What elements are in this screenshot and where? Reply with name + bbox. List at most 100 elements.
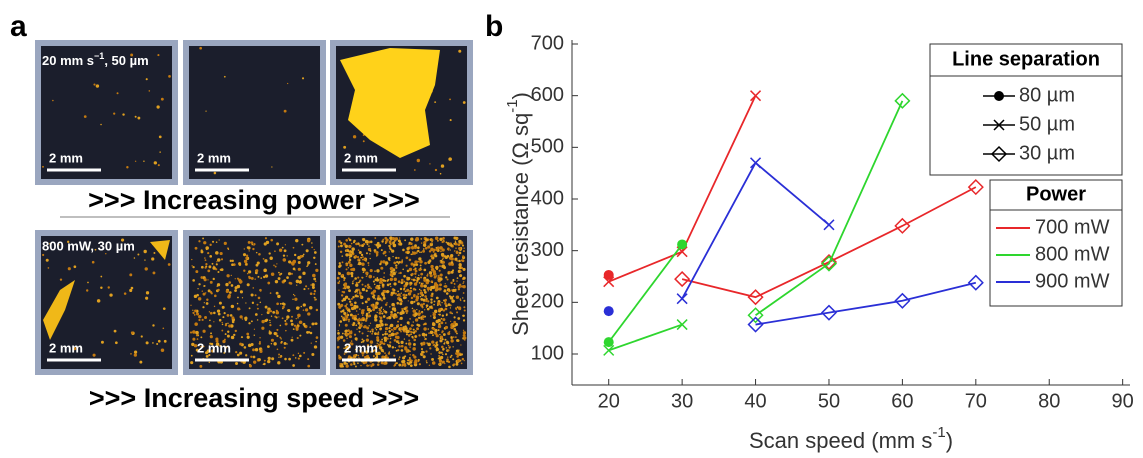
speck — [431, 240, 433, 243]
speck — [353, 333, 357, 336]
speck — [337, 302, 341, 306]
speck — [411, 278, 413, 281]
speck — [420, 342, 423, 345]
speck — [361, 354, 364, 357]
speck — [413, 282, 418, 286]
speck — [379, 343, 382, 346]
speck — [254, 294, 257, 297]
speck — [338, 280, 341, 282]
speck — [87, 247, 90, 250]
speck — [458, 259, 461, 263]
speck — [269, 319, 271, 322]
speck — [462, 331, 467, 335]
speck — [287, 272, 292, 276]
speck — [392, 255, 394, 258]
speck — [292, 267, 296, 271]
speck — [364, 355, 367, 359]
speck — [284, 319, 287, 322]
speck — [355, 289, 359, 293]
speck — [292, 298, 294, 301]
speck — [374, 270, 376, 272]
speck — [422, 341, 426, 345]
speck — [406, 269, 410, 273]
speck — [444, 302, 447, 305]
speck — [157, 164, 160, 167]
speck — [262, 257, 265, 260]
speck — [409, 364, 413, 368]
speck — [267, 356, 271, 360]
speck — [410, 296, 414, 300]
speck — [371, 332, 374, 335]
speck — [430, 242, 432, 245]
speck — [209, 243, 212, 247]
speck — [390, 328, 393, 331]
speck — [383, 250, 387, 254]
speck — [272, 311, 276, 314]
speck — [291, 336, 293, 338]
speck — [342, 339, 346, 342]
speck — [198, 283, 201, 286]
speck — [361, 332, 364, 335]
speck — [439, 246, 443, 250]
speck — [432, 311, 434, 314]
speck — [245, 316, 247, 318]
speck — [400, 292, 402, 294]
speck — [346, 303, 348, 305]
speck — [391, 302, 395, 307]
speck — [361, 244, 364, 248]
speck — [114, 341, 118, 345]
speck — [205, 302, 209, 305]
speck — [203, 241, 207, 245]
speck — [295, 279, 300, 284]
speck — [297, 260, 301, 264]
speck — [279, 356, 282, 359]
speck — [337, 331, 340, 335]
speck — [412, 309, 416, 313]
speck — [430, 264, 434, 269]
speck — [133, 350, 138, 354]
speck — [421, 332, 426, 337]
marker-diamond — [747, 307, 764, 324]
speck — [109, 293, 113, 297]
speck — [457, 288, 461, 291]
speck — [395, 264, 398, 267]
speck — [359, 323, 363, 328]
x-tick-label: 70 — [965, 390, 987, 412]
legend-label: 80 µm — [1019, 84, 1075, 106]
speck — [454, 288, 457, 292]
speck — [301, 77, 305, 80]
speck — [379, 327, 382, 330]
speck — [448, 330, 451, 333]
y-tick-label: 500 — [531, 136, 564, 158]
speck — [440, 164, 445, 168]
speck — [313, 290, 317, 293]
speck — [439, 277, 443, 281]
speck — [193, 314, 196, 316]
speck — [393, 313, 397, 317]
speck — [129, 288, 133, 293]
speck — [406, 312, 408, 314]
speck — [258, 340, 261, 343]
speck — [414, 279, 417, 282]
speck — [462, 329, 465, 331]
speck — [416, 308, 418, 311]
speck — [388, 244, 391, 248]
speck — [376, 297, 381, 301]
speck — [195, 334, 198, 337]
speck — [380, 299, 384, 302]
speck — [436, 304, 439, 307]
speck — [73, 265, 77, 269]
speck — [256, 319, 259, 321]
speck — [267, 309, 271, 313]
speck — [345, 268, 348, 271]
speck — [360, 341, 363, 344]
speck — [463, 299, 466, 302]
speck — [369, 253, 371, 255]
speck — [219, 344, 222, 348]
speck — [451, 312, 453, 315]
speck — [396, 301, 400, 305]
speck — [368, 245, 370, 247]
speck — [205, 351, 209, 355]
speck — [413, 338, 417, 342]
speck — [380, 322, 384, 327]
